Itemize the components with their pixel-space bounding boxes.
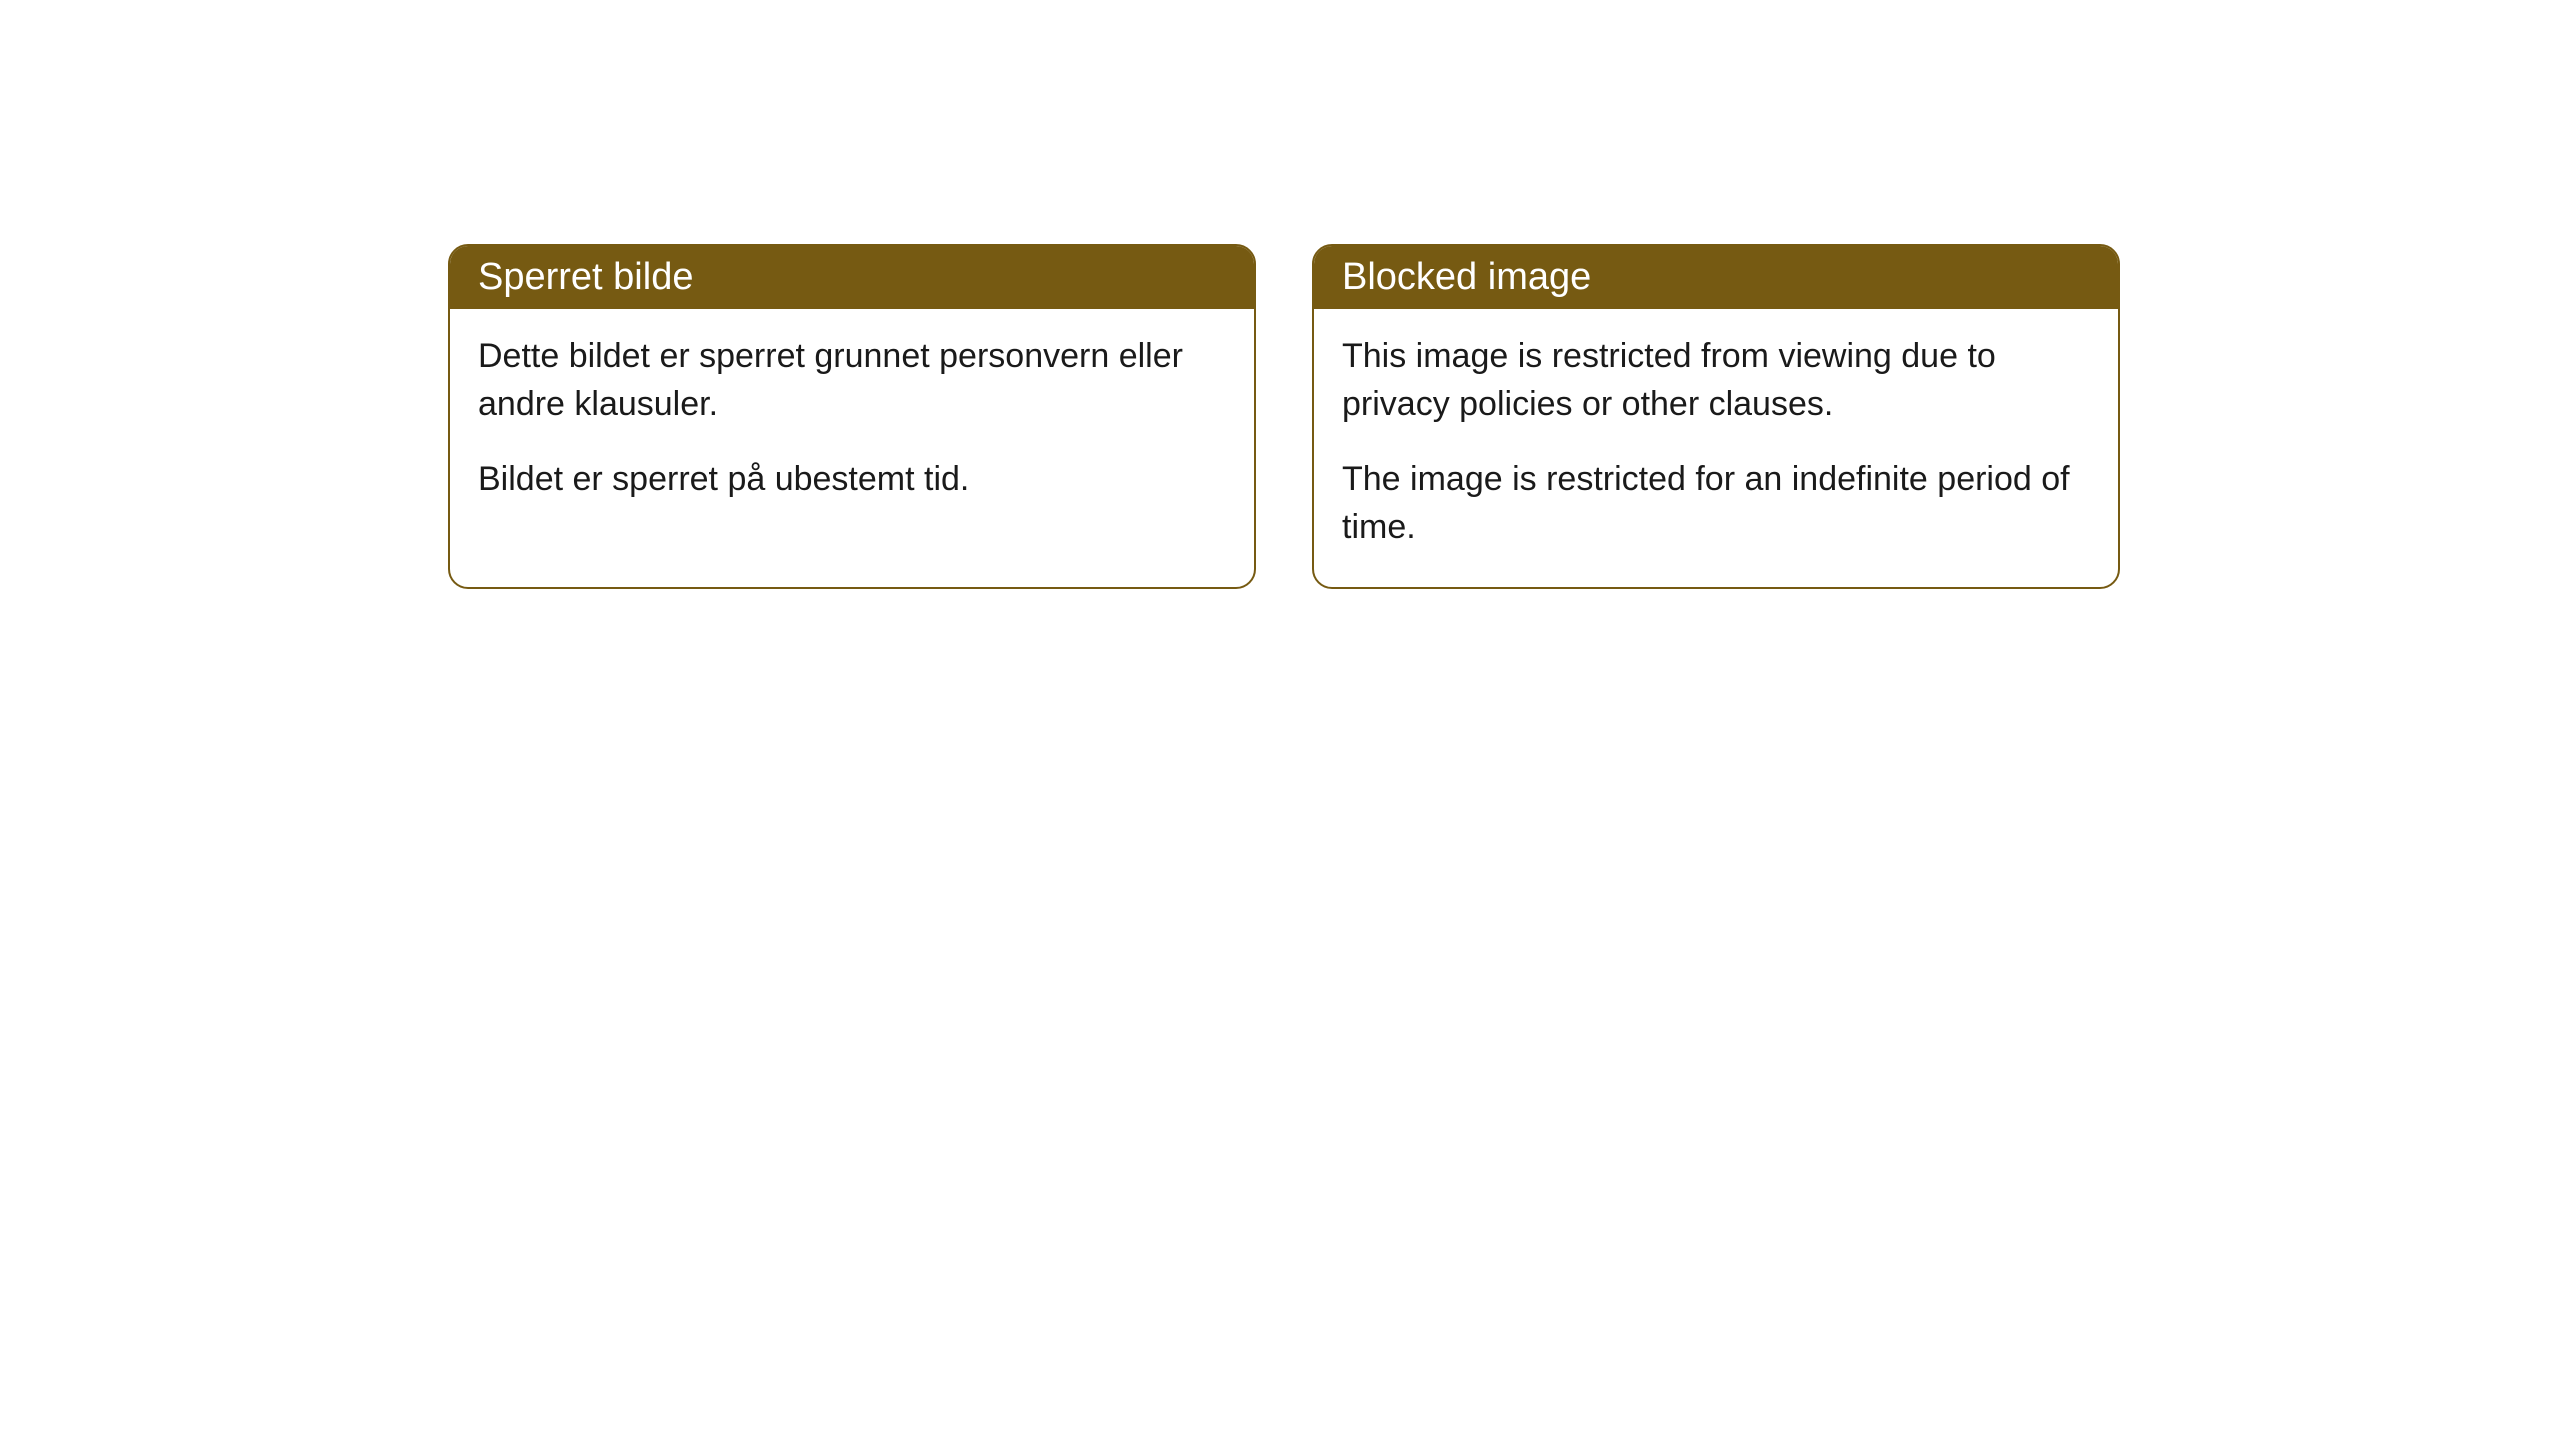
card-body-norwegian: Dette bildet er sperret grunnet personve… <box>450 309 1254 540</box>
card-text-english-2: The image is restricted for an indefinit… <box>1342 456 2090 551</box>
notice-card-norwegian: Sperret bilde Dette bildet er sperret gr… <box>448 244 1256 589</box>
card-text-norwegian-1: Dette bildet er sperret grunnet personve… <box>478 333 1226 428</box>
card-title-english: Blocked image <box>1342 256 1591 298</box>
card-text-norwegian-2: Bildet er sperret på ubestemt tid. <box>478 456 1226 504</box>
notice-card-english: Blocked image This image is restricted f… <box>1312 244 2120 589</box>
card-header-english: Blocked image <box>1314 246 2118 309</box>
card-body-english: This image is restricted from viewing du… <box>1314 309 2118 587</box>
card-header-norwegian: Sperret bilde <box>450 246 1254 309</box>
card-text-english-1: This image is restricted from viewing du… <box>1342 333 2090 428</box>
notice-container: Sperret bilde Dette bildet er sperret gr… <box>0 0 2560 589</box>
card-title-norwegian: Sperret bilde <box>478 256 693 298</box>
